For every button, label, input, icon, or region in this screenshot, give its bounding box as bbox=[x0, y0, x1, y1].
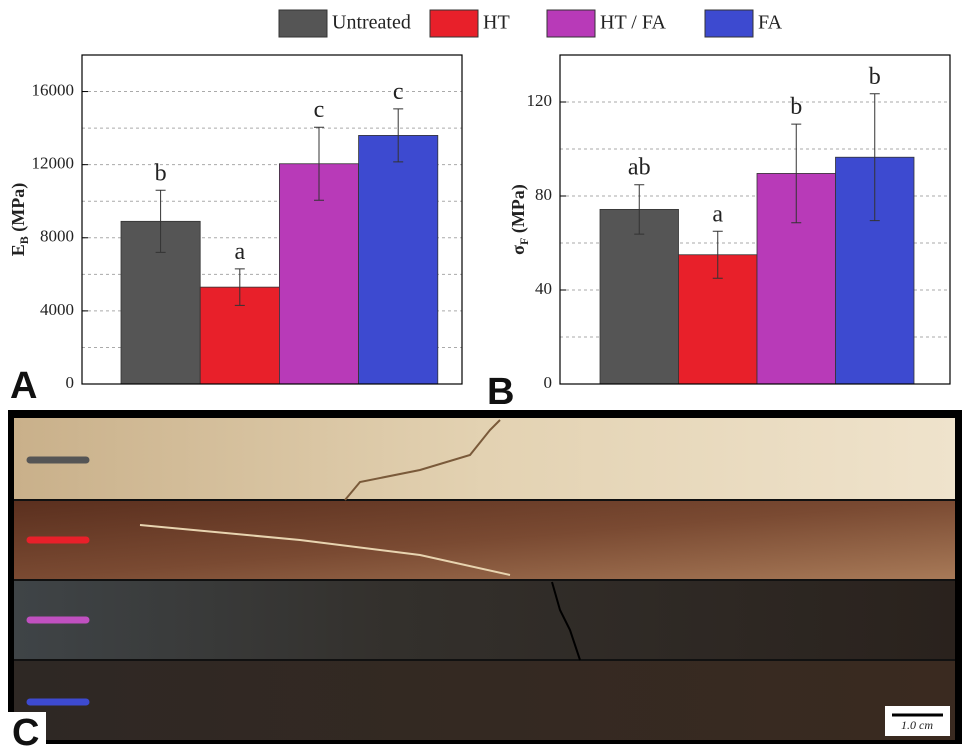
figure: UntreatedHTHT / FAFA 0400080001200016000… bbox=[0, 0, 965, 748]
significance-letter: c bbox=[314, 97, 325, 123]
significance-letter: a bbox=[234, 239, 245, 265]
y-axis-label: EB (MPa) bbox=[8, 183, 31, 257]
page: { "legend": [ {"name": "Untreated", "col… bbox=[0, 0, 965, 748]
strip-untreated bbox=[14, 418, 955, 500]
y-axis-label: σF (MPa) bbox=[508, 184, 531, 255]
legend-swatch bbox=[430, 10, 478, 37]
y-label-sub: B bbox=[17, 236, 31, 244]
legend-label: FA bbox=[758, 12, 783, 34]
strip-fa bbox=[14, 660, 955, 740]
panel-label: B bbox=[487, 371, 514, 413]
panel-label: A bbox=[10, 365, 37, 407]
significance-letter: ab bbox=[628, 155, 651, 181]
scale-label: 1.0 cm bbox=[901, 718, 933, 732]
y-label-unit: (MPa) bbox=[508, 184, 529, 237]
significance-letter: b bbox=[790, 94, 802, 120]
significance-letter: c bbox=[393, 79, 404, 105]
legend-swatch bbox=[547, 10, 595, 37]
legend: Untreated HT HT / FA FA bbox=[279, 10, 783, 37]
y-label-main: σ bbox=[508, 245, 528, 255]
legend-swatch bbox=[279, 10, 327, 37]
legend-label: HT / FA bbox=[600, 12, 666, 34]
chart: 0 4000 8000 12000 16000 b a c c EB (MPa) A bbox=[8, 55, 462, 407]
y-tick-label: 16000 bbox=[32, 80, 75, 99]
y-tick-label: 4000 bbox=[40, 300, 74, 319]
bar bbox=[359, 135, 438, 384]
panel-label: C bbox=[12, 712, 39, 748]
photo-panel: 1.0 cm C bbox=[8, 410, 962, 748]
y-label-sub: F bbox=[517, 238, 531, 245]
legend-swatch bbox=[705, 10, 753, 37]
strip-htfa bbox=[14, 580, 955, 660]
y-label-main: E bbox=[8, 244, 28, 256]
y-tick-label: 0 bbox=[544, 373, 553, 392]
significance-letter: b bbox=[869, 64, 881, 90]
y-tick-label: 0 bbox=[66, 373, 75, 392]
significance-letter: b bbox=[155, 160, 167, 186]
legend-label: HT bbox=[483, 12, 510, 34]
strip-ht bbox=[14, 500, 955, 580]
legend-label: Untreated bbox=[332, 12, 411, 34]
y-tick-label: 12000 bbox=[32, 154, 75, 173]
y-tick-label: 8000 bbox=[40, 227, 74, 246]
y-tick-label: 40 bbox=[535, 279, 552, 298]
significance-letter: a bbox=[712, 201, 723, 227]
y-label-unit: (MPa) bbox=[8, 183, 29, 236]
bar bbox=[600, 209, 679, 384]
y-tick-label: 120 bbox=[527, 91, 553, 110]
y-tick-label: 80 bbox=[535, 185, 552, 204]
